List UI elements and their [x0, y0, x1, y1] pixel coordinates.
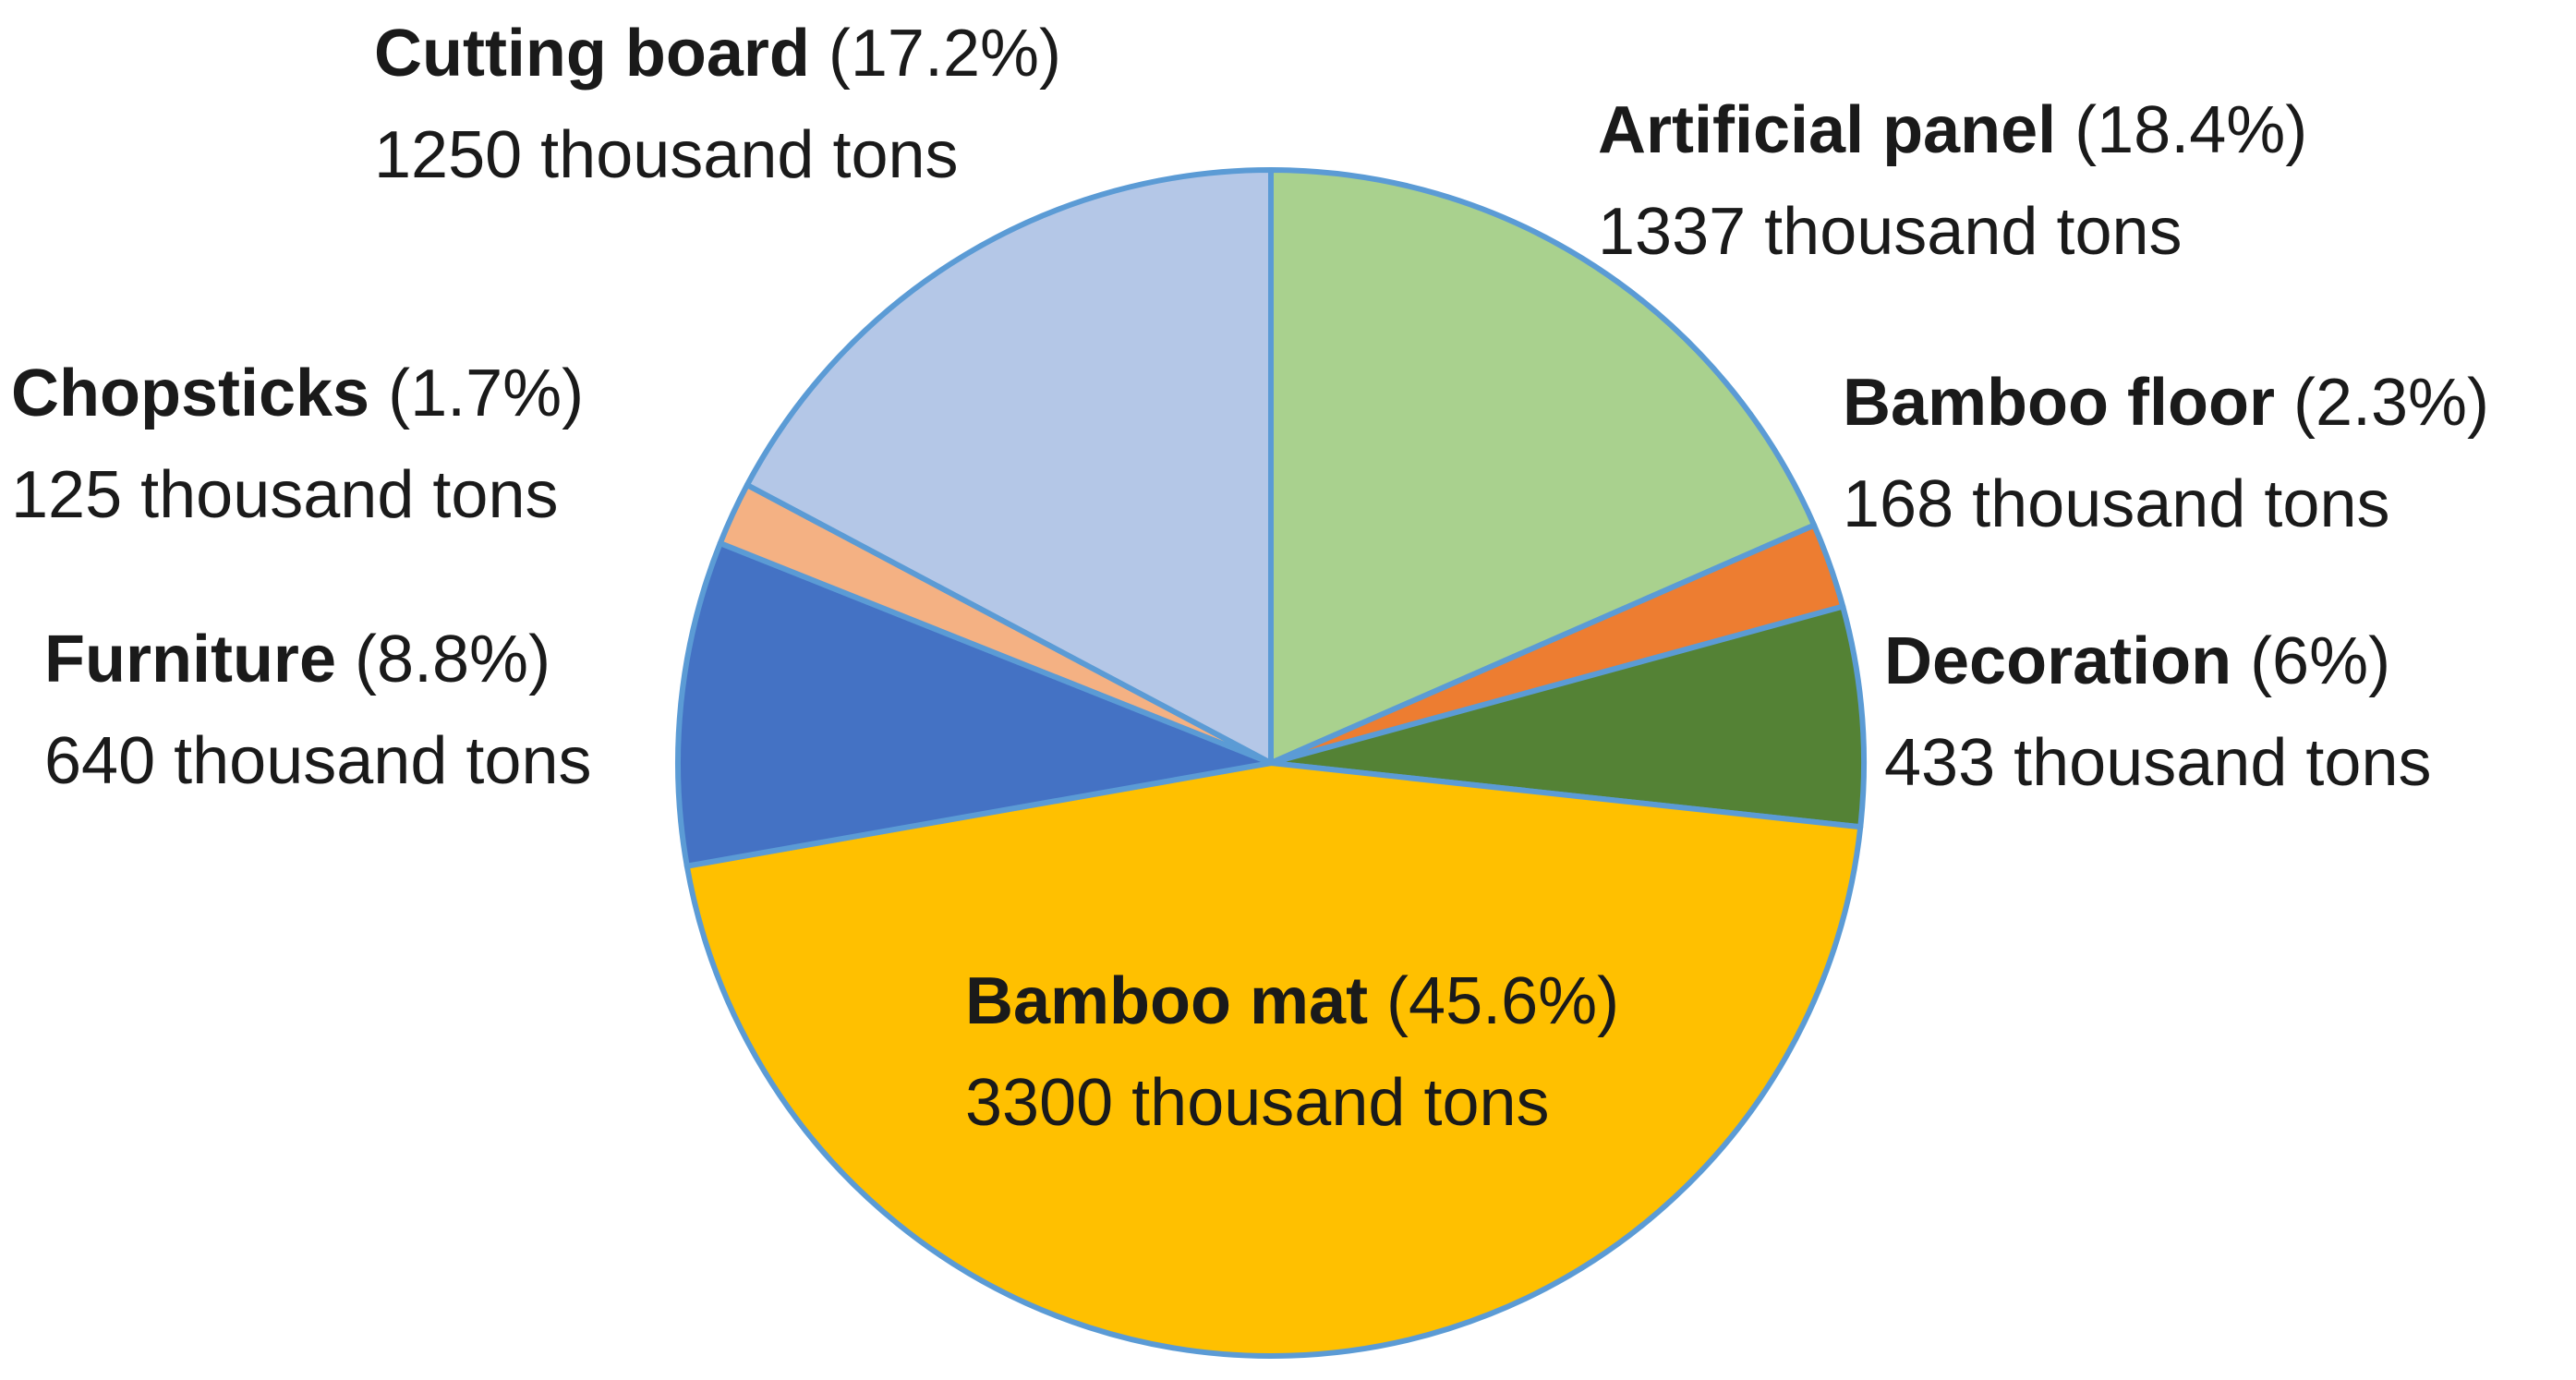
slice-value: 433 thousand tons: [1884, 726, 2432, 800]
slice-percent: (1.7%): [369, 357, 584, 430]
slice-percent: (17.2%): [810, 17, 1061, 91]
slice-name: Cutting board: [374, 17, 810, 91]
slice-label-decoration: Decoration (6%) 433 thousand tons: [1884, 624, 2432, 800]
slice-label-title: Furniture (8.8%): [44, 623, 550, 696]
slice-percent: (2.3%): [2275, 366, 2489, 440]
pie-slice-bamboo-mat: [683, 760, 1864, 1359]
slice-label-title: Bamboo floor (2.3%): [1843, 366, 2489, 440]
slice-value: 1337 thousand tons: [1598, 195, 2183, 269]
slice-name: Chopsticks: [11, 357, 369, 430]
slice-value: 3300 thousand tons: [965, 1066, 1550, 1140]
slice-label-bamboo-mat: Bamboo mat (45.6%) 3300 thousand tons: [965, 964, 1619, 1140]
pie-slice-cutting-board: [744, 167, 1274, 766]
pie-slice-decoration: [1268, 603, 1867, 830]
slice-label-artificial-panel: Artificial panel (18.4%) 1337 thousand to…: [1598, 93, 2307, 269]
slice-percent: (8.8%): [336, 623, 550, 696]
slice-value: 1250 thousand tons: [374, 118, 959, 192]
slice-label-cutting-board: Cutting board (17.2%) 1250 thousand tons: [374, 17, 1061, 192]
slice-label-bamboo-floor: Bamboo floor (2.3%) 168 thousand tons: [1843, 366, 2489, 541]
slice-label-title: Artificial panel (18.4%): [1598, 93, 2307, 167]
slice-name: Furniture: [44, 623, 336, 696]
pie-labels: Artificial panel (18.4%) 1337 thousand to…: [11, 17, 2489, 1140]
slice-name: Decoration: [1884, 624, 2231, 698]
slice-label-title: Cutting board (17.2%): [374, 17, 1061, 91]
slice-percent: (6%): [2231, 624, 2390, 698]
slice-label-title: Chopsticks (1.7%): [11, 357, 584, 430]
slice-value: 125 thousand tons: [11, 458, 559, 532]
slice-name: Bamboo floor: [1843, 366, 2275, 440]
slice-percent: (18.4%): [2056, 93, 2307, 167]
pie-slices: [675, 167, 1867, 1359]
slice-label-title: Bamboo mat (45.6%): [965, 964, 1619, 1038]
pie-slice-furniture: [675, 540, 1274, 869]
slice-label-title: Decoration (6%): [1884, 624, 2390, 698]
slice-label-furniture: Furniture (8.8%) 640 thousand tons: [44, 623, 592, 798]
slice-value: 640 thousand tons: [44, 724, 592, 798]
slice-name: Bamboo mat: [965, 964, 1368, 1038]
pie-slice-artificial-panel: [1268, 167, 1818, 766]
slice-percent: (45.6%): [1368, 964, 1619, 1038]
slice-label-chopsticks: Chopsticks (1.7%) 125 thousand tons: [11, 357, 584, 532]
slice-name: Artificial panel: [1598, 93, 2056, 167]
slice-value: 168 thousand tons: [1843, 467, 2390, 541]
